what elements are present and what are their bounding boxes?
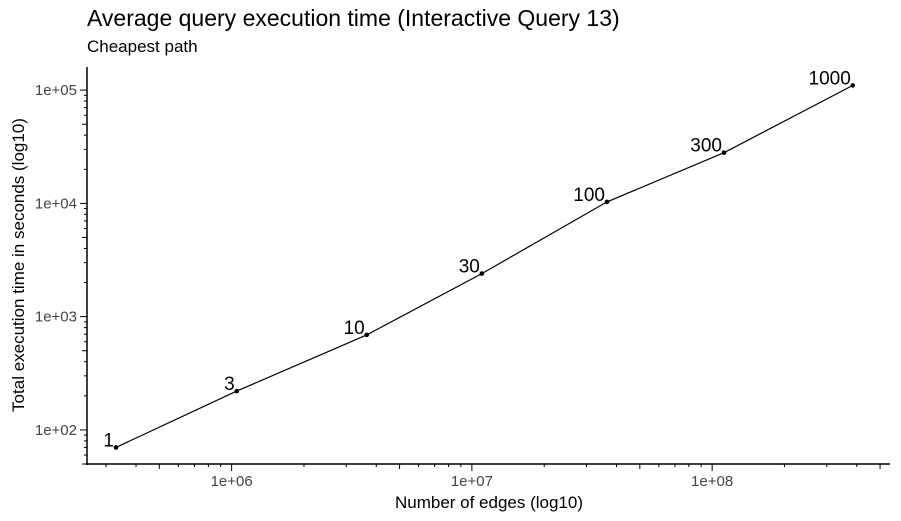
chart-subtitle: Cheapest path — [87, 37, 198, 56]
data-point — [721, 150, 727, 156]
data-point — [234, 388, 240, 394]
data-point-label: 10 — [344, 318, 365, 339]
x-tick-label: 1e+07 — [451, 473, 493, 490]
data-point-label: 100 — [573, 185, 605, 206]
chart-marks: 1 3 10 30 100 300 1000 — [103, 68, 856, 451]
data-point — [364, 332, 370, 338]
x-tick-label: 1e+06 — [211, 473, 253, 490]
data-point — [604, 199, 610, 205]
x-axis-title: Number of edges (log10) — [395, 493, 583, 512]
y-tick-label: 1e+03 — [35, 309, 77, 326]
x-tick-label: 1e+08 — [691, 473, 733, 490]
data-point — [850, 83, 856, 88]
data-point-label: 1000 — [809, 68, 851, 89]
data-point — [479, 271, 485, 276]
y-tick-label: 1e+05 — [35, 82, 77, 99]
data-point-label: 1 — [103, 430, 114, 451]
y-axis-title: Total execution time in seconds (log10) — [9, 118, 28, 412]
chart-title: Average query execution time (Interactiv… — [87, 5, 620, 31]
data-point — [113, 445, 119, 450]
y-tick-label: 1e+04 — [35, 195, 77, 212]
data-point-label: 30 — [459, 257, 480, 278]
data-point-label: 300 — [690, 136, 722, 157]
data-point-label: 3 — [224, 374, 235, 395]
axes: 1e+06 1e+07 1e+08 1e+02 1e+03 1e+04 1e+05 — [35, 67, 890, 490]
y-tick-label: 1e+02 — [35, 422, 77, 439]
